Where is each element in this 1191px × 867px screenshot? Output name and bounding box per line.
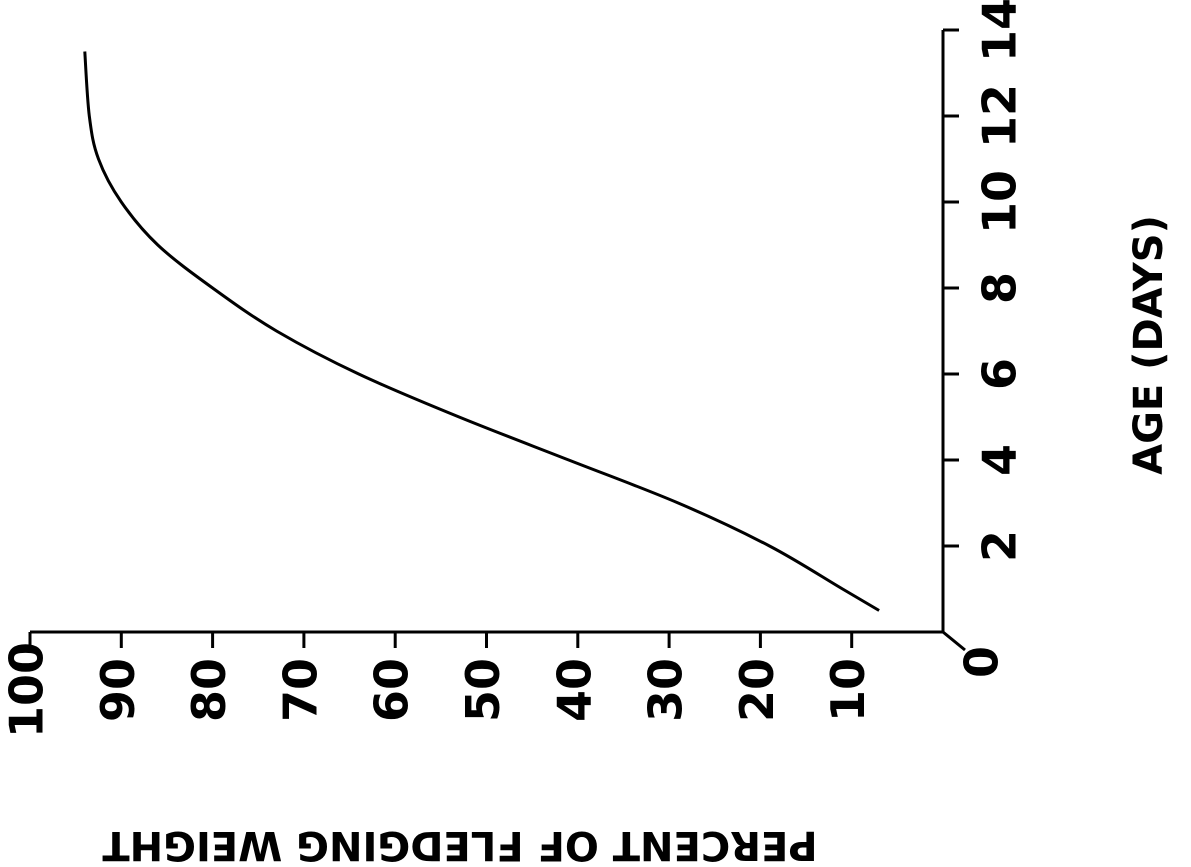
origin-mark <box>942 630 966 652</box>
y-tick-label: 30 <box>639 658 693 722</box>
y-axis-label: PERCENT OF FLEDGING WEIGHT <box>102 822 818 867</box>
axes <box>30 30 966 652</box>
x-tick-label: 2 <box>973 530 1027 562</box>
x-tick-label: 6 <box>973 358 1027 390</box>
y-tick-label: 40 <box>547 658 601 722</box>
x-axis-label: AGE (DAYS) <box>1126 215 1172 475</box>
y-tick-label: 50 <box>456 658 510 722</box>
x-tick-label: 10 <box>973 170 1027 234</box>
y-tick-label: 80 <box>182 658 236 722</box>
x-tick-label: 14 <box>973 0 1027 62</box>
y-tick-label: 100 <box>0 642 54 738</box>
y-tick-label: 60 <box>365 658 419 722</box>
y-tick-label: 90 <box>91 658 145 722</box>
x-tick-label: 12 <box>973 84 1027 148</box>
x-tick-label: 0 <box>955 646 1009 678</box>
series-line <box>83 51 880 612</box>
y-tick-label: 10 <box>821 658 875 722</box>
y-tick-label: 70 <box>273 658 327 722</box>
x-tick-label: 8 <box>973 272 1027 304</box>
y-tick-label: 20 <box>730 658 784 722</box>
x-tick-label: 4 <box>973 444 1027 476</box>
series <box>83 51 880 612</box>
ticks: 0 2 4 6 8 10 12 14 10 20 30 40 50 60 70 80 90 100 <box>0 0 1027 738</box>
